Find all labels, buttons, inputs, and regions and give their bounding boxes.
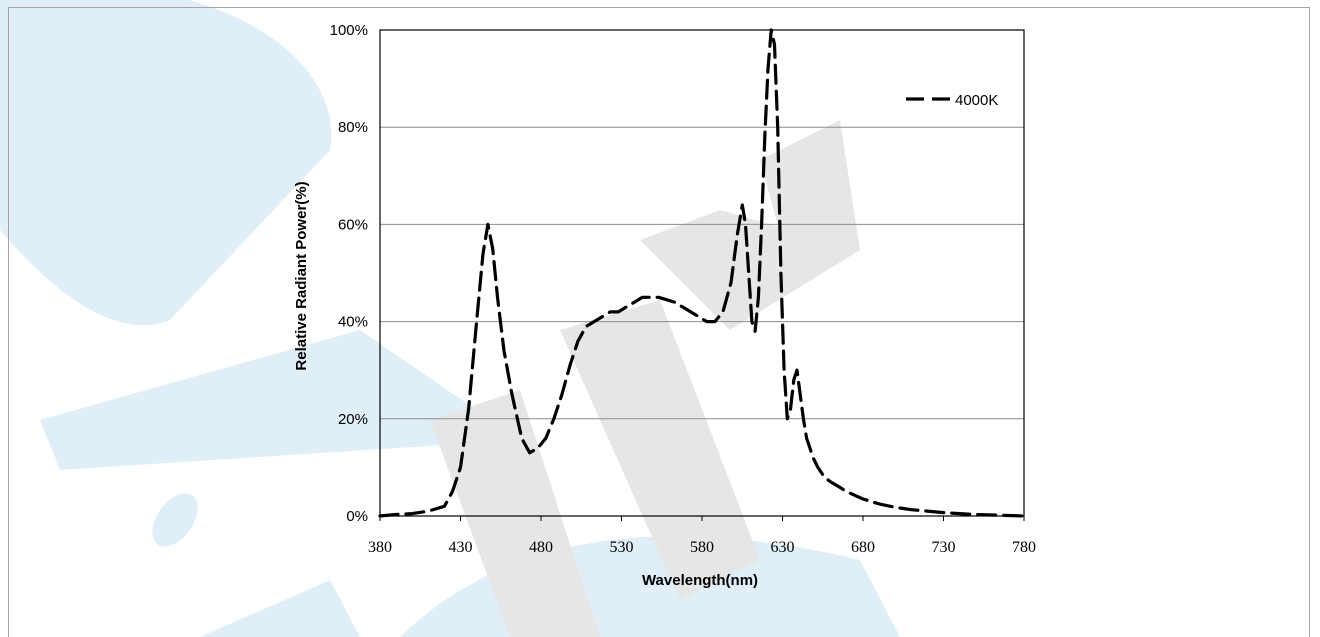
x-tick-label: 430 bbox=[449, 539, 473, 556]
x-tick-label: 680 bbox=[851, 539, 875, 556]
watermark-band-left bbox=[40, 330, 520, 470]
y-axis-title: Relative Radiant Power(%) bbox=[293, 181, 310, 370]
chart-frame bbox=[8, 7, 1310, 637]
x-axis-title: Wavelength(nm) bbox=[642, 572, 758, 589]
y-tick-label: 60% bbox=[338, 216, 368, 233]
x-tick-label: 480 bbox=[529, 539, 553, 556]
x-tick-label: 530 bbox=[610, 539, 634, 556]
plot-area-border bbox=[379, 29, 1025, 517]
y-tick-label: 20% bbox=[338, 411, 368, 428]
x-tick-label: 380 bbox=[368, 539, 392, 556]
legend: 4000K bbox=[906, 92, 998, 109]
x-axis-ticks: 380 430 480 530 580 630 680 730 780 bbox=[368, 516, 1036, 556]
watermark-letter-r bbox=[560, 300, 760, 600]
y-tick-label: 80% bbox=[338, 119, 368, 136]
watermark-wedge-bottom bbox=[200, 580, 360, 637]
watermark-shape-top-left bbox=[0, 0, 332, 326]
watermark-letter-d bbox=[430, 390, 600, 637]
gridlines bbox=[380, 126, 1024, 420]
x-tick-label: 780 bbox=[1012, 539, 1036, 556]
x-tick-label: 580 bbox=[690, 539, 714, 556]
y-tick-label: 40% bbox=[338, 314, 368, 331]
series-line-4000k bbox=[378, 28, 1026, 518]
x-tick-label: 630 bbox=[771, 539, 795, 556]
watermark-mark bbox=[152, 493, 198, 547]
legend-label-4000k: 4000K bbox=[955, 92, 998, 109]
watermark-letter-t bbox=[760, 120, 860, 270]
x-tick-label: 730 bbox=[932, 539, 956, 556]
y-axis-ticks: 0% 20% 40% 60% 80% 100% bbox=[330, 22, 368, 525]
y-tick-label: 100% bbox=[330, 22, 368, 39]
y-tick-label: 0% bbox=[346, 508, 368, 525]
